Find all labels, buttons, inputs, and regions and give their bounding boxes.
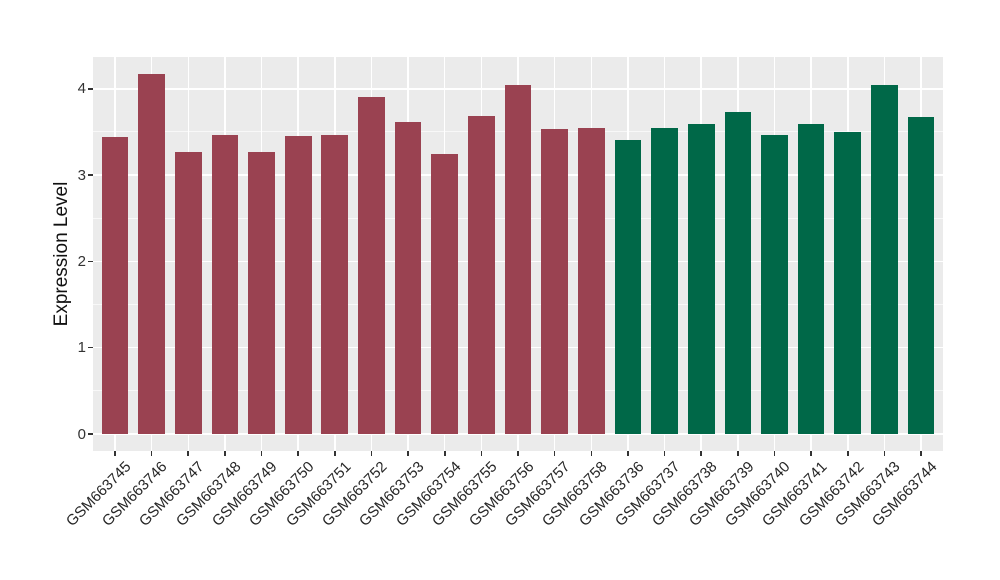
bar-GSM663738	[687, 124, 715, 434]
x-tick-GSM663736	[627, 451, 629, 456]
y-tick-1	[87, 346, 93, 349]
x-tick-GSM663754	[443, 451, 446, 456]
x-tick-GSM663748	[224, 451, 226, 456]
bar-GSM663744	[907, 117, 935, 434]
bar-GSM663741	[797, 124, 825, 434]
plot-panel	[93, 57, 943, 451]
bar-GSM663737	[651, 127, 678, 434]
y-tick-2	[87, 260, 93, 263]
bar-GSM663754	[431, 154, 459, 434]
bar-GSM663757	[541, 128, 568, 434]
x-tick-GSM663758	[590, 451, 593, 456]
x-tick-GSM663738	[700, 451, 702, 456]
x-tick-GSM663747	[187, 451, 190, 456]
bar-GSM663747	[174, 151, 202, 434]
x-tick-GSM663743	[883, 451, 886, 456]
y-tick-label-0: 0	[77, 425, 86, 443]
x-tick-GSM663739	[737, 451, 739, 456]
x-tick-GSM663751	[334, 451, 336, 456]
y-tick-4	[87, 88, 93, 90]
bar-GSM663749	[248, 151, 275, 434]
x-tick-GSM663746	[150, 451, 153, 456]
bar-GSM663746	[138, 74, 165, 434]
bar-GSM663756	[504, 84, 532, 434]
bar-GSM663745	[101, 137, 129, 434]
bar-GSM663750	[284, 136, 312, 434]
y-tick-label-1: 1	[77, 339, 86, 357]
x-tick-GSM663756	[517, 451, 519, 456]
bar-GSM663753	[394, 121, 422, 434]
x-tick-GSM663745	[114, 451, 116, 456]
x-tick-GSM663753	[407, 451, 409, 456]
bar-GSM663743	[871, 84, 898, 434]
bar-GSM663742	[834, 131, 862, 434]
bar-GSM663736	[614, 139, 642, 434]
bar-GSM663752	[358, 96, 385, 434]
x-tick-GSM663750	[297, 451, 299, 456]
bar-GSM663748	[211, 135, 239, 434]
x-tick-GSM663757	[553, 451, 556, 456]
y-tick-label-4: 4	[77, 80, 86, 98]
x-tick-GSM663737	[663, 451, 666, 456]
bar-GSM663751	[321, 134, 349, 434]
bar-GSM663739	[724, 112, 752, 434]
x-tick-GSM663744	[920, 451, 922, 456]
bar-GSM663755	[468, 116, 495, 434]
y-tick-0	[87, 433, 93, 435]
x-tick-GSM663755	[480, 451, 483, 456]
x-tick-GSM663749	[260, 451, 263, 456]
bar-GSM663740	[761, 135, 788, 434]
bar-GSM663758	[577, 127, 605, 434]
x-tick-GSM663741	[810, 451, 812, 456]
y-tick-label-3: 3	[77, 166, 86, 184]
y-tick-3	[87, 174, 93, 176]
y-tick-label-2: 2	[77, 252, 86, 270]
x-tick-GSM663742	[846, 451, 849, 456]
x-tick-GSM663740	[773, 451, 776, 456]
x-tick-GSM663752	[370, 451, 373, 456]
